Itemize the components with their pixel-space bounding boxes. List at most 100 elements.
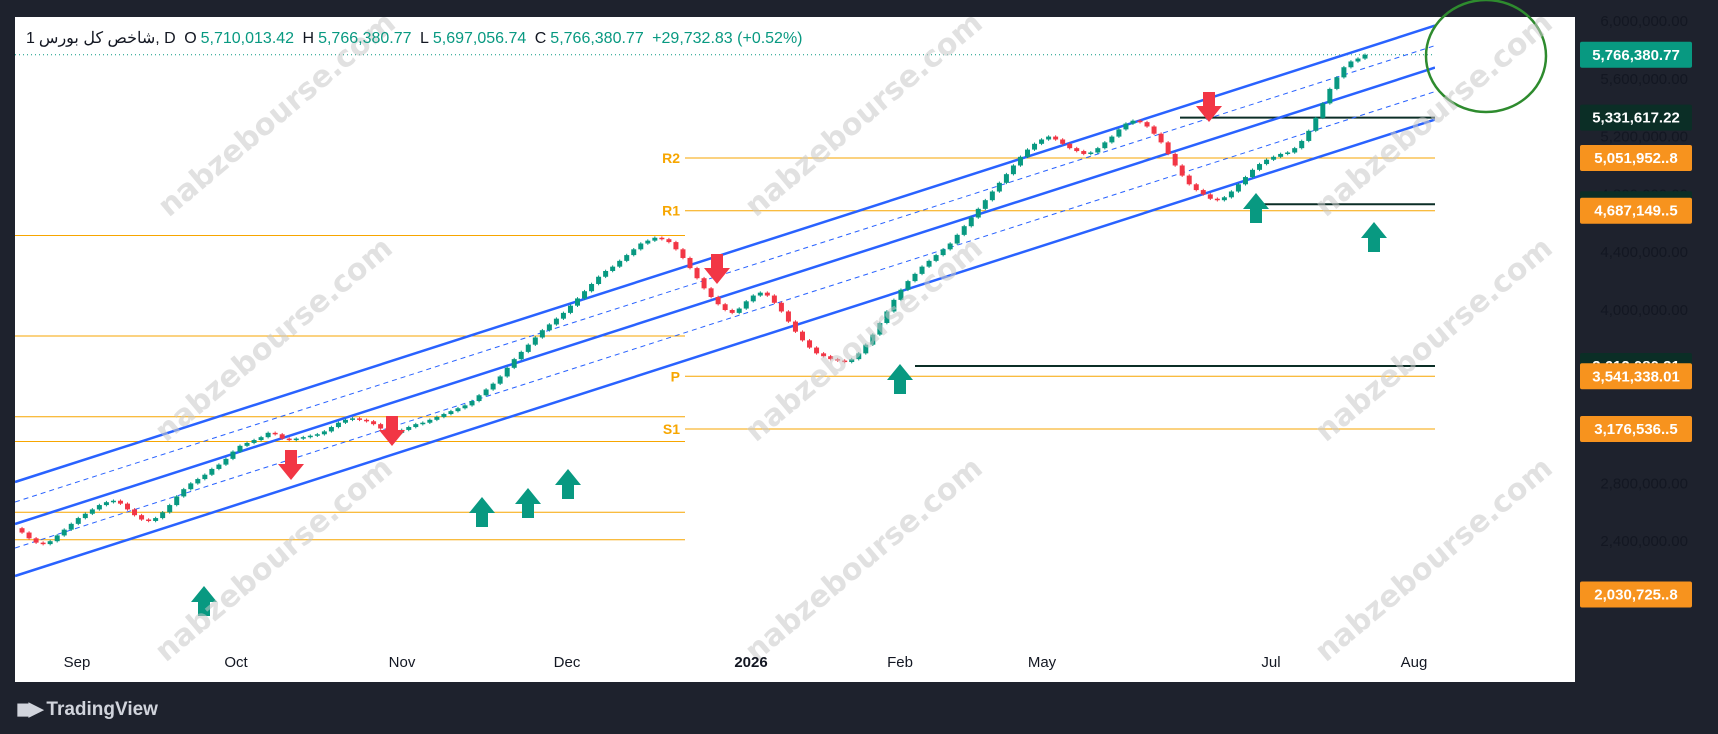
candle-body — [1334, 77, 1340, 89]
candle-body — [539, 330, 545, 338]
candle-body — [357, 418, 363, 420]
arrow-shape — [469, 497, 495, 527]
watermark-text: nabzebourse.com — [738, 450, 989, 669]
tradingview-logo[interactable]: ◼▶ TradingView — [16, 698, 158, 721]
candle-body — [807, 340, 813, 348]
candle-body — [1278, 153, 1284, 157]
candle-body — [82, 513, 88, 519]
legend-number: 1 — [26, 30, 35, 47]
candle-body — [996, 182, 1002, 192]
candle-body — [342, 419, 348, 423]
buy-arrow-icon — [515, 488, 541, 518]
candle-body — [1235, 184, 1241, 192]
candle-body — [1158, 133, 1164, 143]
candle-body — [258, 437, 264, 441]
x-axis-tick-label: Jul — [1261, 654, 1280, 671]
tradingview-logo-text: TradingView — [46, 698, 158, 720]
candle-body — [1151, 126, 1157, 134]
candle-body — [1067, 143, 1073, 149]
candle-body — [1172, 153, 1178, 166]
buy-arrow-icon — [555, 469, 581, 499]
candle-body — [1032, 143, 1038, 150]
arrow-shape — [1196, 92, 1222, 122]
candle-body — [947, 243, 953, 250]
tradingview-logo-icon: ◼▶ — [16, 699, 43, 720]
arrow-shape — [887, 364, 913, 394]
candle-body — [19, 528, 25, 533]
candle-body — [160, 512, 166, 519]
price-tag — [1580, 581, 1692, 608]
candle-body — [828, 356, 834, 360]
candle-body — [589, 283, 595, 292]
candle-body — [335, 422, 341, 428]
candle-body — [729, 310, 735, 313]
candle-body — [870, 334, 876, 345]
candle-body — [764, 292, 770, 296]
watermark-text: nabzebourse.com — [148, 230, 399, 449]
candle-body — [610, 266, 616, 271]
legend-low: 5,697,056.74 — [432, 30, 527, 47]
candle-body — [1214, 198, 1220, 201]
legend-high: 5,766,380.77 — [318, 30, 412, 47]
candle-body — [525, 344, 531, 352]
candle-body — [1348, 61, 1354, 68]
candle-body — [1362, 54, 1368, 59]
legend-close: 5,766,380.77 — [550, 30, 644, 47]
candle-body — [1165, 142, 1171, 154]
candle-body — [553, 318, 559, 325]
candle-body — [153, 518, 159, 521]
candle-body — [1264, 159, 1270, 165]
arrow-shape — [1243, 193, 1269, 223]
price-tag — [1580, 415, 1692, 442]
candle-body — [1060, 139, 1066, 144]
price-tag-label: 2,030,725..8 — [1594, 587, 1677, 604]
watermark-text: nabzebourse.com — [148, 450, 399, 669]
candle-body — [800, 331, 805, 341]
y-axis-tick-label: 5,600,000.00 — [1600, 71, 1688, 88]
candle-body — [771, 295, 777, 303]
candle-body — [603, 270, 609, 277]
price-tag-label: 5,766,380.77 — [1592, 47, 1680, 64]
candle-body — [1292, 148, 1298, 153]
candle-body — [1327, 88, 1333, 104]
candle-body — [1088, 152, 1094, 154]
candle-body — [1074, 148, 1080, 152]
candle-body — [75, 518, 81, 524]
candle-body — [279, 434, 285, 439]
candle-body — [1186, 175, 1192, 185]
candle-body — [687, 257, 693, 269]
candle-body — [209, 468, 215, 475]
candle-body — [596, 276, 602, 284]
arrow-shape — [704, 254, 730, 284]
candle-body — [1228, 191, 1234, 198]
price-tag-label: 4,687,149..5 — [1594, 203, 1677, 220]
candle-body — [933, 255, 939, 261]
candle-body — [1017, 156, 1023, 166]
legend-symbol[interactable]: شاخص کل بورس, D — [38, 30, 176, 47]
candle-body — [202, 474, 208, 480]
candle-body — [1355, 58, 1361, 62]
pivot-label: P — [671, 368, 680, 384]
price-tag — [1580, 41, 1692, 68]
candle-body — [427, 419, 433, 423]
price-tag-label: 3,541,338.01 — [1592, 368, 1680, 385]
candle-body — [139, 515, 145, 520]
candle-body — [54, 535, 60, 542]
candle-body — [708, 288, 714, 297]
y-axis-tick-label: 6,000,000.00 — [1600, 13, 1688, 30]
candle-body — [293, 438, 299, 441]
candle-body — [722, 304, 728, 310]
candle-body — [1025, 149, 1030, 157]
candle-body — [167, 505, 173, 513]
candle-body — [1010, 165, 1016, 175]
candle-body — [1116, 129, 1122, 137]
candle-body — [1341, 67, 1347, 78]
candle-body — [47, 541, 53, 545]
legend-low-label: L — [419, 30, 429, 47]
pivot-label: S1 — [663, 421, 680, 437]
price-tag — [1580, 197, 1692, 224]
candle-body — [490, 383, 496, 390]
candle-body — [265, 432, 271, 438]
candle-body — [188, 483, 194, 490]
